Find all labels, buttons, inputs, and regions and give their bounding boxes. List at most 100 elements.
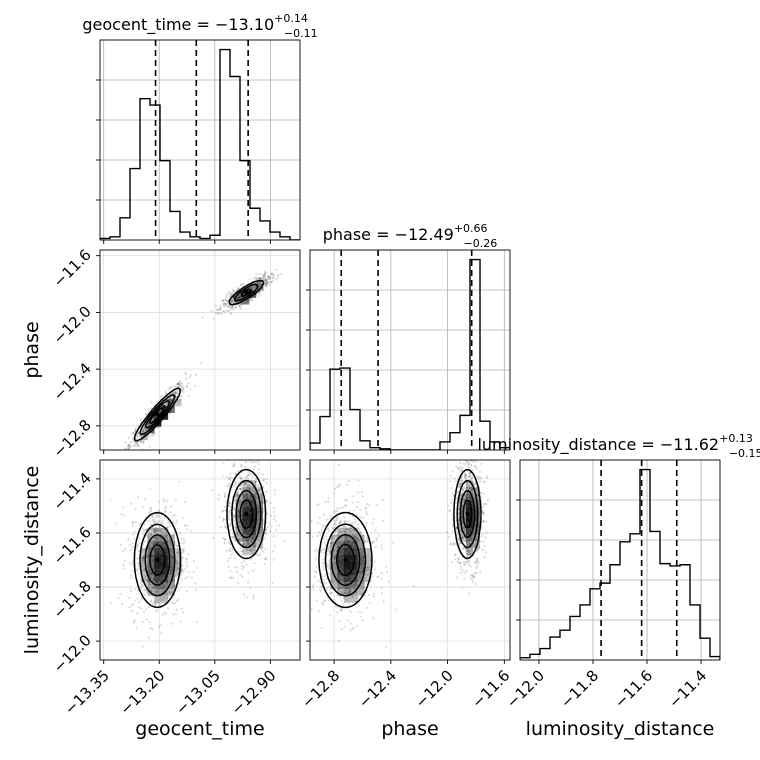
sample-point [350, 544, 353, 547]
sample-point [155, 529, 158, 533]
sample-point [151, 418, 154, 421]
sample-point [365, 606, 369, 609]
sample-point [465, 547, 468, 550]
sample-point [244, 482, 247, 485]
sample-point [154, 610, 157, 613]
sample-point [348, 552, 351, 555]
sample-point [347, 586, 350, 589]
sample-point [152, 578, 156, 581]
sample-point [223, 541, 226, 544]
sample-point [255, 273, 258, 276]
sample-point [255, 542, 258, 545]
sample-point [141, 429, 144, 432]
sample-point [323, 524, 327, 527]
sample-point [366, 566, 369, 569]
sample-point [469, 525, 473, 529]
sample-point [468, 529, 471, 532]
density-cell [147, 582, 155, 590]
sample-point [229, 570, 232, 573]
sample-point [313, 549, 316, 552]
sample-point [185, 557, 188, 560]
sample-point [473, 544, 477, 547]
sample-point [153, 574, 156, 578]
sample-point [261, 479, 264, 482]
sample-point [168, 538, 172, 541]
density-cell [140, 548, 148, 556]
sample-point [247, 492, 250, 495]
sample-point [476, 528, 480, 532]
sample-point [249, 286, 252, 290]
sample-point [242, 550, 245, 553]
y-axis-label-phase: phase [21, 321, 43, 378]
sample-point [138, 537, 142, 540]
sample-point [236, 566, 239, 569]
sample-point [155, 521, 158, 525]
density-cell [459, 521, 467, 529]
sample-point [131, 560, 134, 563]
sample-point [372, 541, 375, 544]
sample-point [249, 529, 252, 533]
sample-point [454, 480, 457, 483]
sample-point [319, 590, 322, 593]
sample-point [452, 542, 455, 545]
sample-point [150, 510, 153, 513]
sample-point [457, 490, 460, 493]
sample-point [116, 455, 118, 457]
density-cell [242, 548, 250, 556]
sample-point [459, 482, 463, 485]
sample-point [476, 467, 479, 471]
sample-point [343, 569, 346, 572]
sample-point [226, 300, 229, 303]
sample-point [353, 583, 356, 586]
sample-point [385, 645, 388, 648]
sample-point [244, 476, 247, 479]
sample-point [457, 468, 460, 471]
sample-point [261, 510, 264, 513]
sample-point [469, 552, 472, 555]
sample-point [339, 530, 342, 533]
sample-point [224, 298, 228, 301]
sample-point [322, 568, 325, 571]
sample-point [234, 483, 237, 486]
sample-point [462, 488, 465, 491]
sample-point [245, 493, 248, 496]
sample-point [236, 296, 239, 299]
sample-point [158, 528, 162, 531]
sample-point [246, 541, 250, 545]
sample-point [248, 485, 251, 488]
density-cell [154, 419, 162, 427]
sample-point [334, 605, 338, 608]
sample-point [367, 566, 370, 569]
sample-point [342, 580, 346, 583]
sample-point [240, 561, 243, 564]
sample-point [185, 528, 188, 531]
sample-point [155, 578, 158, 581]
sample-point [461, 586, 464, 589]
sample-point [248, 278, 251, 281]
sample-point [172, 579, 175, 582]
sample-point [250, 527, 253, 531]
sample-point [469, 464, 473, 467]
sample-point [465, 506, 468, 509]
density-cell [350, 527, 358, 535]
sample-point [270, 272, 273, 276]
sample-point [175, 608, 178, 611]
sample-point [341, 559, 344, 562]
sample-point [155, 579, 158, 582]
sample-point [279, 273, 282, 276]
sample-point [467, 462, 471, 465]
sample-point [237, 294, 240, 298]
sample-point [257, 467, 260, 471]
density-cell [357, 561, 365, 569]
sample-point [257, 554, 260, 557]
sample-point [168, 522, 171, 525]
sample-point [229, 557, 232, 560]
sample-point [264, 547, 267, 550]
sample-point [172, 406, 175, 410]
sample-point [255, 528, 258, 531]
sample-point [474, 516, 477, 519]
sample-point [141, 527, 145, 530]
sample-point [469, 472, 472, 475]
sample-point [363, 586, 366, 589]
sample-point [254, 285, 257, 288]
